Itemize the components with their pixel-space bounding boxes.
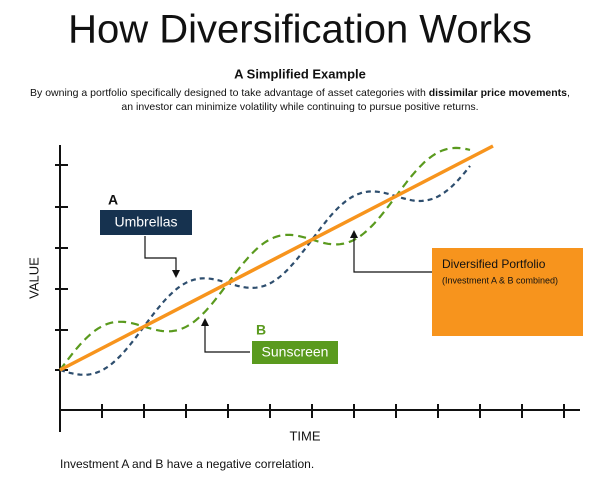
sunscreen-box — [252, 341, 338, 364]
arrow — [144, 236, 177, 272]
description: By owning a portfolio specifically desig… — [30, 87, 570, 99]
letter-b: B — [256, 322, 266, 338]
arrow — [353, 236, 432, 273]
description-bold: dissimilar price movements — [429, 87, 567, 99]
arrow-head — [172, 270, 180, 278]
axes — [55, 145, 580, 432]
umbrellas-curve — [59, 165, 471, 376]
portfolio-box — [432, 248, 583, 336]
description-text: , — [567, 87, 570, 99]
description-text: By owning a portfolio specifically desig… — [30, 87, 429, 99]
umbrellas-box — [100, 210, 192, 235]
sunscreen-label: Sunscreen — [262, 344, 329, 360]
portfolio-line — [59, 144, 494, 372]
portfolio-note: (Investment A & B combined) — [442, 275, 558, 285]
umbrellas-label: Umbrellas — [114, 214, 177, 230]
title: How Diversification Works — [68, 8, 532, 52]
arrow-head — [201, 318, 209, 326]
arrow-head — [350, 230, 358, 238]
portfolio-label: Diversified Portfolio — [442, 257, 546, 271]
subtitle: A Simplified Example — [234, 66, 366, 81]
sunscreen-curve — [59, 146, 471, 371]
footer: Investment A and B have a negative corre… — [60, 457, 314, 471]
curves — [59, 144, 494, 376]
x-axis-label: TIME — [289, 428, 320, 443]
description: an investor can minimize volatility whil… — [121, 101, 478, 113]
letter-a: A — [108, 192, 118, 208]
y-axis-label: VALUE — [26, 257, 41, 299]
arrow — [204, 324, 250, 353]
